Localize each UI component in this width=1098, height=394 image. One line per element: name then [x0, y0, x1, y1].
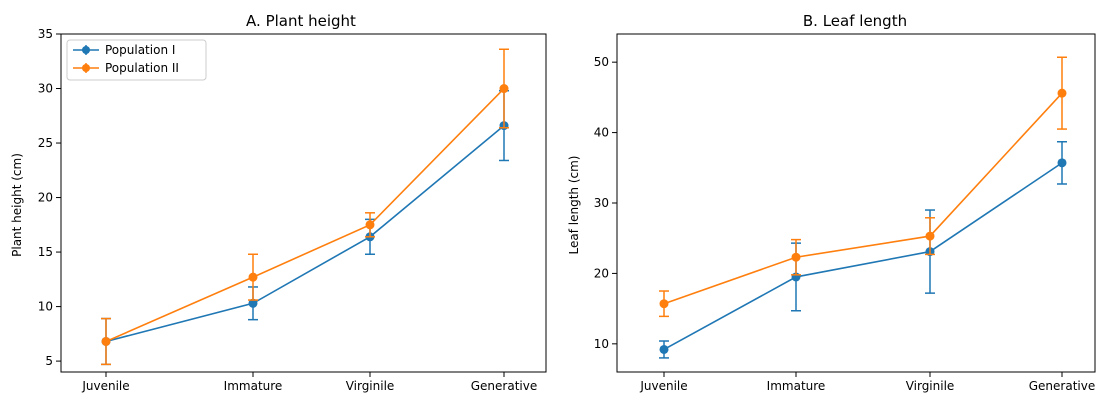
- legend-entry: Population II: [73, 61, 179, 75]
- data-point: [1057, 158, 1067, 168]
- y-tick-label: 10: [38, 300, 53, 314]
- series-line: [663, 162, 1063, 351]
- series-line: [105, 87, 505, 343]
- data-point: [248, 298, 258, 308]
- panel-leaf-length: B. Leaf length Leaf length (cm) 10 20 30 40…: [567, 12, 1096, 393]
- y-tick-label: 20: [594, 266, 609, 280]
- legend-label: Population II: [105, 61, 179, 75]
- y-tick-label: 50: [594, 55, 609, 69]
- x-tick-label: Virginile: [906, 379, 955, 393]
- data-point: [659, 344, 669, 354]
- legend-entry: Population I: [73, 43, 175, 57]
- y-tick-label: 35: [38, 27, 53, 41]
- plot-area: 5 10 15 20 25 30 35 Juvenile Immature Virginile Ge…: [38, 27, 538, 393]
- x-tick-label: Immature: [767, 379, 826, 393]
- chart-title: B. Leaf length: [803, 12, 907, 30]
- y-axis-label: Leaf length (cm): [567, 156, 581, 255]
- x-tick-label: Generative: [1029, 379, 1095, 393]
- data-point: [925, 231, 935, 241]
- x-tick-label: Juvenile: [639, 379, 687, 393]
- legend-marker: [82, 64, 90, 72]
- series-line: [663, 92, 1063, 305]
- plot-frame: [60, 33, 547, 373]
- data-point: [499, 84, 509, 94]
- data-point: [365, 220, 375, 230]
- legend-label: Population I: [105, 43, 175, 57]
- y-tick-label: 40: [594, 126, 609, 140]
- y-tick-label: 10: [594, 337, 609, 351]
- data-point: [1057, 88, 1067, 98]
- data-point: [101, 336, 111, 346]
- plot-frame: [616, 33, 1096, 373]
- panel-plant-height: A. Plant height Plant height (cm) 5 10 15 2…: [10, 12, 547, 393]
- y-axis-label: Plant height (cm): [10, 153, 24, 257]
- x-tick-label: Immature: [224, 379, 283, 393]
- y-tick-label: 25: [38, 136, 53, 150]
- x-tick-label: Juvenile: [81, 379, 129, 393]
- x-tick-label: Virginile: [346, 379, 395, 393]
- y-tick-label: 15: [38, 245, 53, 259]
- y-tick-label: 30: [38, 82, 53, 96]
- y-tick-label: 30: [594, 196, 609, 210]
- series-line: [105, 124, 505, 343]
- data-point: [248, 272, 258, 282]
- plot-area: 10 20 30 40 50 Juvenile Immature Virginile Gener…: [594, 55, 1096, 393]
- legend: Population I Population II: [66, 39, 207, 81]
- legend-box: [66, 39, 207, 81]
- y-tick-label: 5: [45, 354, 53, 368]
- x-tick-label: Generative: [471, 379, 537, 393]
- y-tick-label: 20: [38, 191, 53, 205]
- chart-title: A. Plant height: [246, 12, 356, 30]
- data-point: [659, 299, 669, 309]
- data-point: [791, 252, 801, 262]
- legend-marker: [82, 46, 90, 54]
